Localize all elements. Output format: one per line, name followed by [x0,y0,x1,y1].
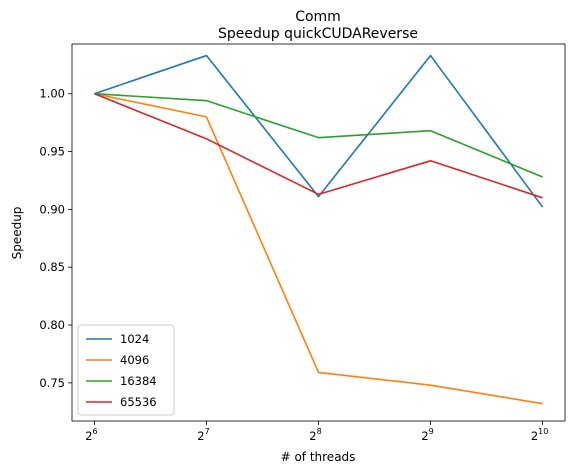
legend-label-4096: 4096 [120,353,149,367]
x-tick-label: 28 [309,427,321,443]
x-axis-label: # of threads [281,450,356,464]
legend-label-16384: 16384 [120,374,157,388]
chart-subtitle: Speedup quickCUDAReverse [218,26,418,42]
series-line-4096 [94,92,543,405]
y-tick-label: 0.95 [39,145,65,159]
series-line-16384 [94,92,543,178]
y-tick-label: 1.00 [39,87,65,101]
legend-label-1024: 1024 [120,332,149,346]
y-tick-label: 0.80 [39,318,65,332]
y-tick-label: 0.90 [39,202,65,216]
legend-label-65536: 65536 [120,395,157,409]
y-axis: 0.75 0.80 0.85 0.90 0.95 1.00 [39,87,72,390]
y-tick-label: 0.85 [39,260,65,274]
legend-box [77,324,175,416]
chart-title: Comm [295,9,341,25]
series-line-1024 [94,54,544,208]
x-tick-label: 29 [421,427,433,443]
series-line-65536 [94,92,543,199]
x-tick-label: 27 [197,427,209,443]
y-tick-label: 0.75 [39,376,65,390]
x-tick-label: 210 [531,427,549,443]
legend: 1024 4096 16384 65536 [77,324,175,416]
x-tick-label: 26 [85,427,97,443]
x-axis: 26 27 28 29 210 [85,421,548,443]
y-axis-label: Speedup [10,207,24,260]
series-layer [94,54,544,405]
